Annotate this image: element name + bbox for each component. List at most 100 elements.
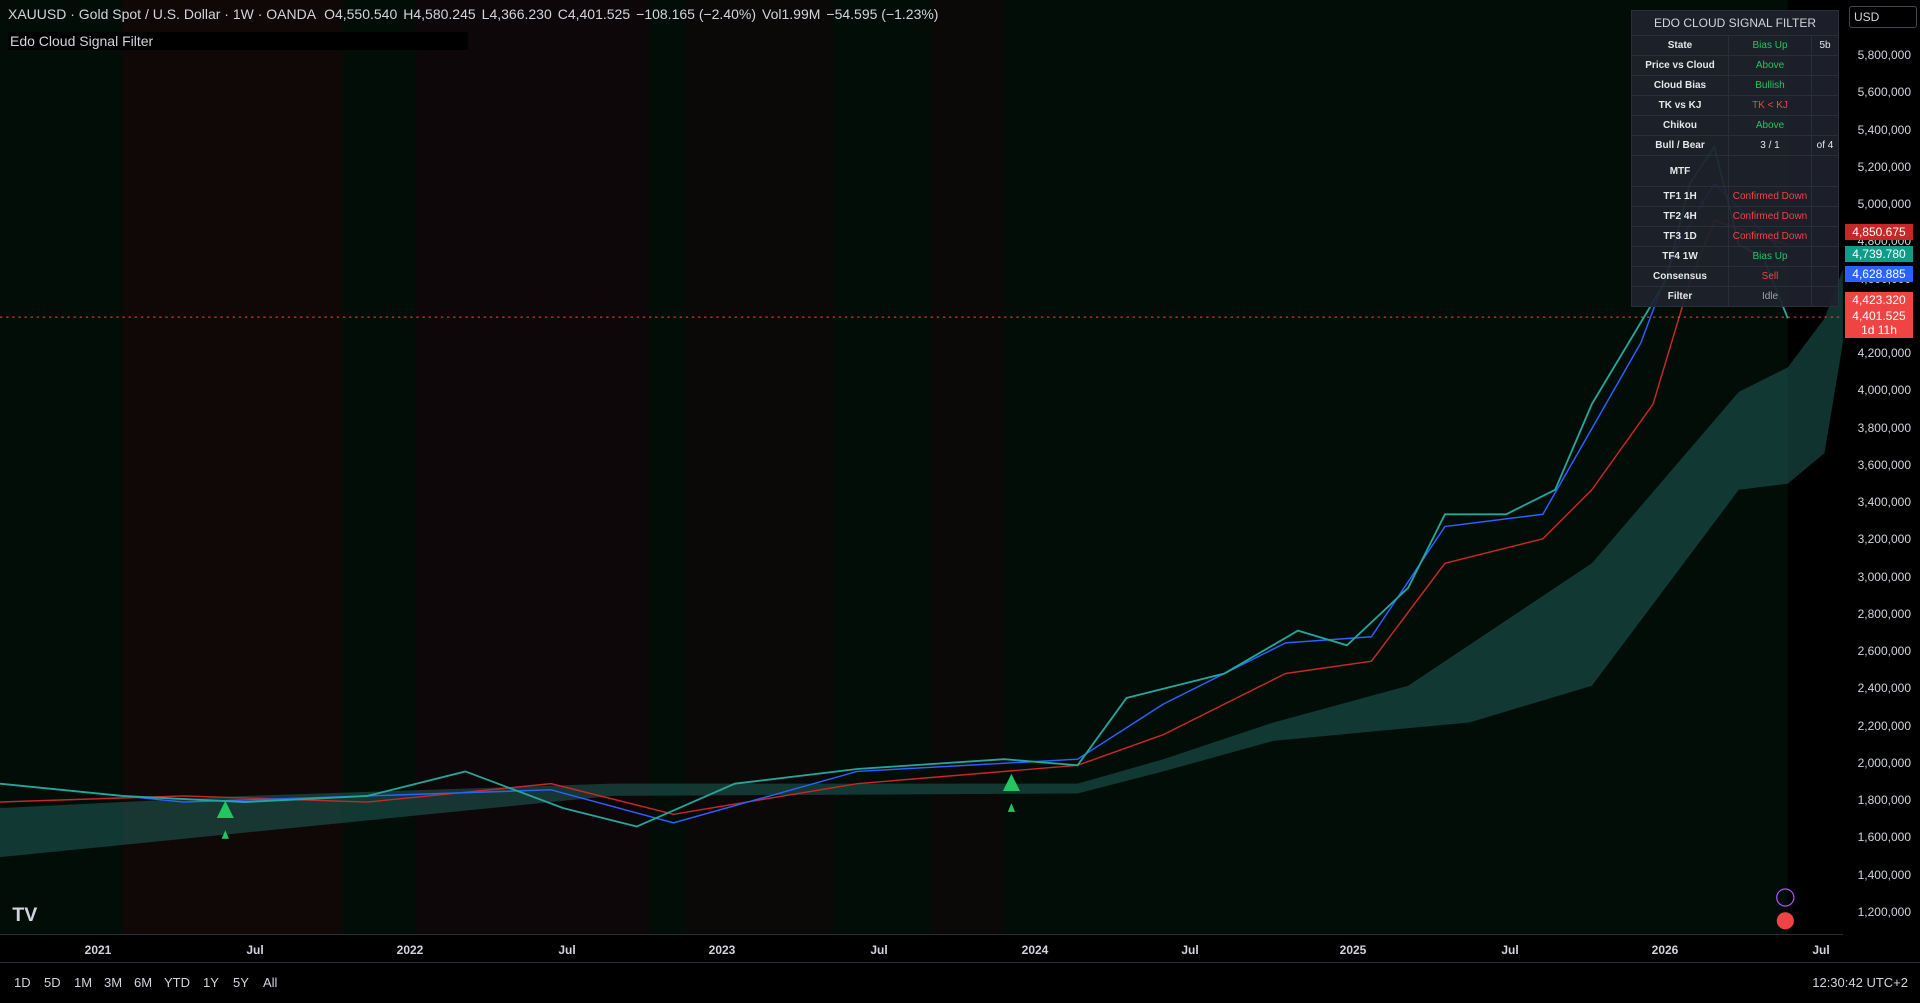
row-extra: of 4 [1811,135,1839,156]
price-label: 5,200,000 [1857,159,1911,174]
price-axis: USD 5,800,000 5,600,000 5,400,000 5,200,000… [1843,0,1920,934]
row-extra [1811,75,1839,96]
row-label: TF3 1D [1631,226,1729,247]
price-label: 4,000,000 [1857,383,1911,398]
price-label: 3,800,000 [1857,420,1911,435]
row-label: Chikou [1631,115,1729,136]
bottom-toolbar: 12:30:42 UTC+2 1D 5D 1M 3M 6M YTD 1Y 5Y All [0,962,1920,1003]
price-label: 1,200,000 [1857,904,1911,919]
symbol[interactable]: XAUUSD · Gold Spot / U.S. Dollar · 1W · … [8,6,317,22]
row-value: Confirmed Down [1728,206,1812,227]
time-label: 2023 [708,943,736,957]
row-extra [1811,266,1839,287]
row-value: Idle [1728,286,1812,307]
row-extra [1811,115,1839,136]
range-button[interactable]: 1Y [203,975,219,990]
price-label: 2,000,000 [1857,755,1911,770]
price-tag: 4,423.320 [1845,292,1913,308]
row-value: Bias Up [1728,35,1812,56]
row-extra [1811,55,1839,76]
price-tag-text: 4,423.320 [1852,293,1906,307]
price-label: 2,800,000 [1857,606,1911,621]
svg-text:TV: TV [12,904,37,926]
row-value: Confirmed Down [1728,226,1812,247]
row-label: Cloud Bias [1631,75,1729,96]
table-row: State Bias Up 5b [1631,35,1839,56]
table-row: Cloud Bias Bullish [1631,75,1839,96]
currency-button[interactable]: USD [1849,6,1917,28]
table-row: Filter Idle [1631,286,1839,307]
time-label: 2026 [1651,943,1679,957]
range-button[interactable]: All [263,975,278,990]
ohlc-value: C4,401.525 [557,6,631,22]
table-row: TF2 4H Confirmed Down [1631,206,1839,227]
price-label: 3,200,000 [1857,532,1911,547]
row-label: State [1631,35,1729,56]
table-row: MTF [1631,155,1839,187]
time-label: Jul [558,943,576,957]
price-tag-text: 4,628.885 [1852,267,1906,281]
price-label: 1,600,000 [1857,830,1911,845]
table-title: EDO CLOUD SIGNAL FILTER [1631,10,1839,36]
row-label: TF4 1W [1631,246,1729,267]
price-label: 5,000,000 [1857,197,1911,212]
row-value: 3 / 1 [1728,135,1812,156]
range-button[interactable]: YTD [164,975,190,990]
chart-decoration: TV [0,0,1843,934]
row-extra: 5b [1811,35,1839,56]
price-label: 4,200,000 [1857,346,1911,361]
row-extra [1811,246,1839,267]
time-label: 2022 [396,943,424,957]
ohlc-value: Vol1.99M [762,6,821,22]
row-label: Bull / Bear [1631,135,1729,156]
price-tag: 4,850.675 [1845,224,1913,240]
row-extra [1811,186,1839,207]
ohlc-value: L4,366.230 [481,6,552,22]
range-button[interactable]: 5D [44,975,61,990]
row-label: Consensus [1631,266,1729,287]
range-button[interactable]: 3M [104,975,123,990]
price-label: 1,400,000 [1857,867,1911,882]
price-tag: 4,628.885 [1845,266,1913,282]
time-label: Jul [1181,943,1199,957]
table-row: Price vs Cloud Above [1631,55,1839,76]
range-button[interactable]: 1D [14,975,31,990]
price-label: 2,400,000 [1857,681,1911,696]
price-label: 1,800,000 [1857,793,1911,808]
row-value: Bullish [1728,75,1812,96]
price-tag-text: 4,401.525 [1852,309,1906,323]
indicator-name[interactable]: Edo Cloud Signal Filter [8,32,468,50]
price-label: 2,600,000 [1857,644,1911,659]
price-label: 5,600,000 [1857,85,1911,100]
ohlc-value: −108.165 (−2.40%) [636,6,757,22]
time-label: 2024 [1021,943,1049,957]
range-button[interactable]: 5Y [233,975,249,990]
table-row: Chikou Above [1631,115,1839,136]
range-button[interactable]: 6M [134,975,153,990]
price-label: 3,600,000 [1857,457,1911,472]
price-tag-sub: 1d 11h [1861,323,1897,337]
table-row: Bull / Bear 3 / 1 of 4 [1631,135,1839,156]
time-label: Jul [1812,943,1830,957]
ohlc-value: H4,580.245 [403,6,476,22]
row-label: Price vs Cloud [1631,55,1729,76]
price-tag: 4,739.780 [1845,246,1913,262]
table-row: TF3 1D Confirmed Down [1631,226,1839,247]
time-label: 2021 [84,943,112,957]
price-label: 5,400,000 [1857,122,1911,137]
symbol-header: XAUUSD · Gold Spot / U.S. Dollar · 1W · … [8,6,938,22]
row-value: Above [1728,115,1812,136]
signal-table: EDO CLOUD SIGNAL FILTER State Bias Up 5b Pr… [1631,10,1839,307]
row-value: TK < KJ [1728,95,1812,116]
row-extra [1811,155,1839,187]
table-row: TF4 1W Bias Up [1631,246,1839,267]
price-label: 3,400,000 [1857,495,1911,510]
range-button[interactable]: 1M [74,975,93,990]
row-value [1728,155,1812,187]
time-label: Jul [870,943,888,957]
row-extra [1811,95,1839,116]
row-label: TF2 4H [1631,206,1729,227]
price-tag-text: 4,739.780 [1852,247,1906,261]
price-label: 3,000,000 [1857,569,1911,584]
